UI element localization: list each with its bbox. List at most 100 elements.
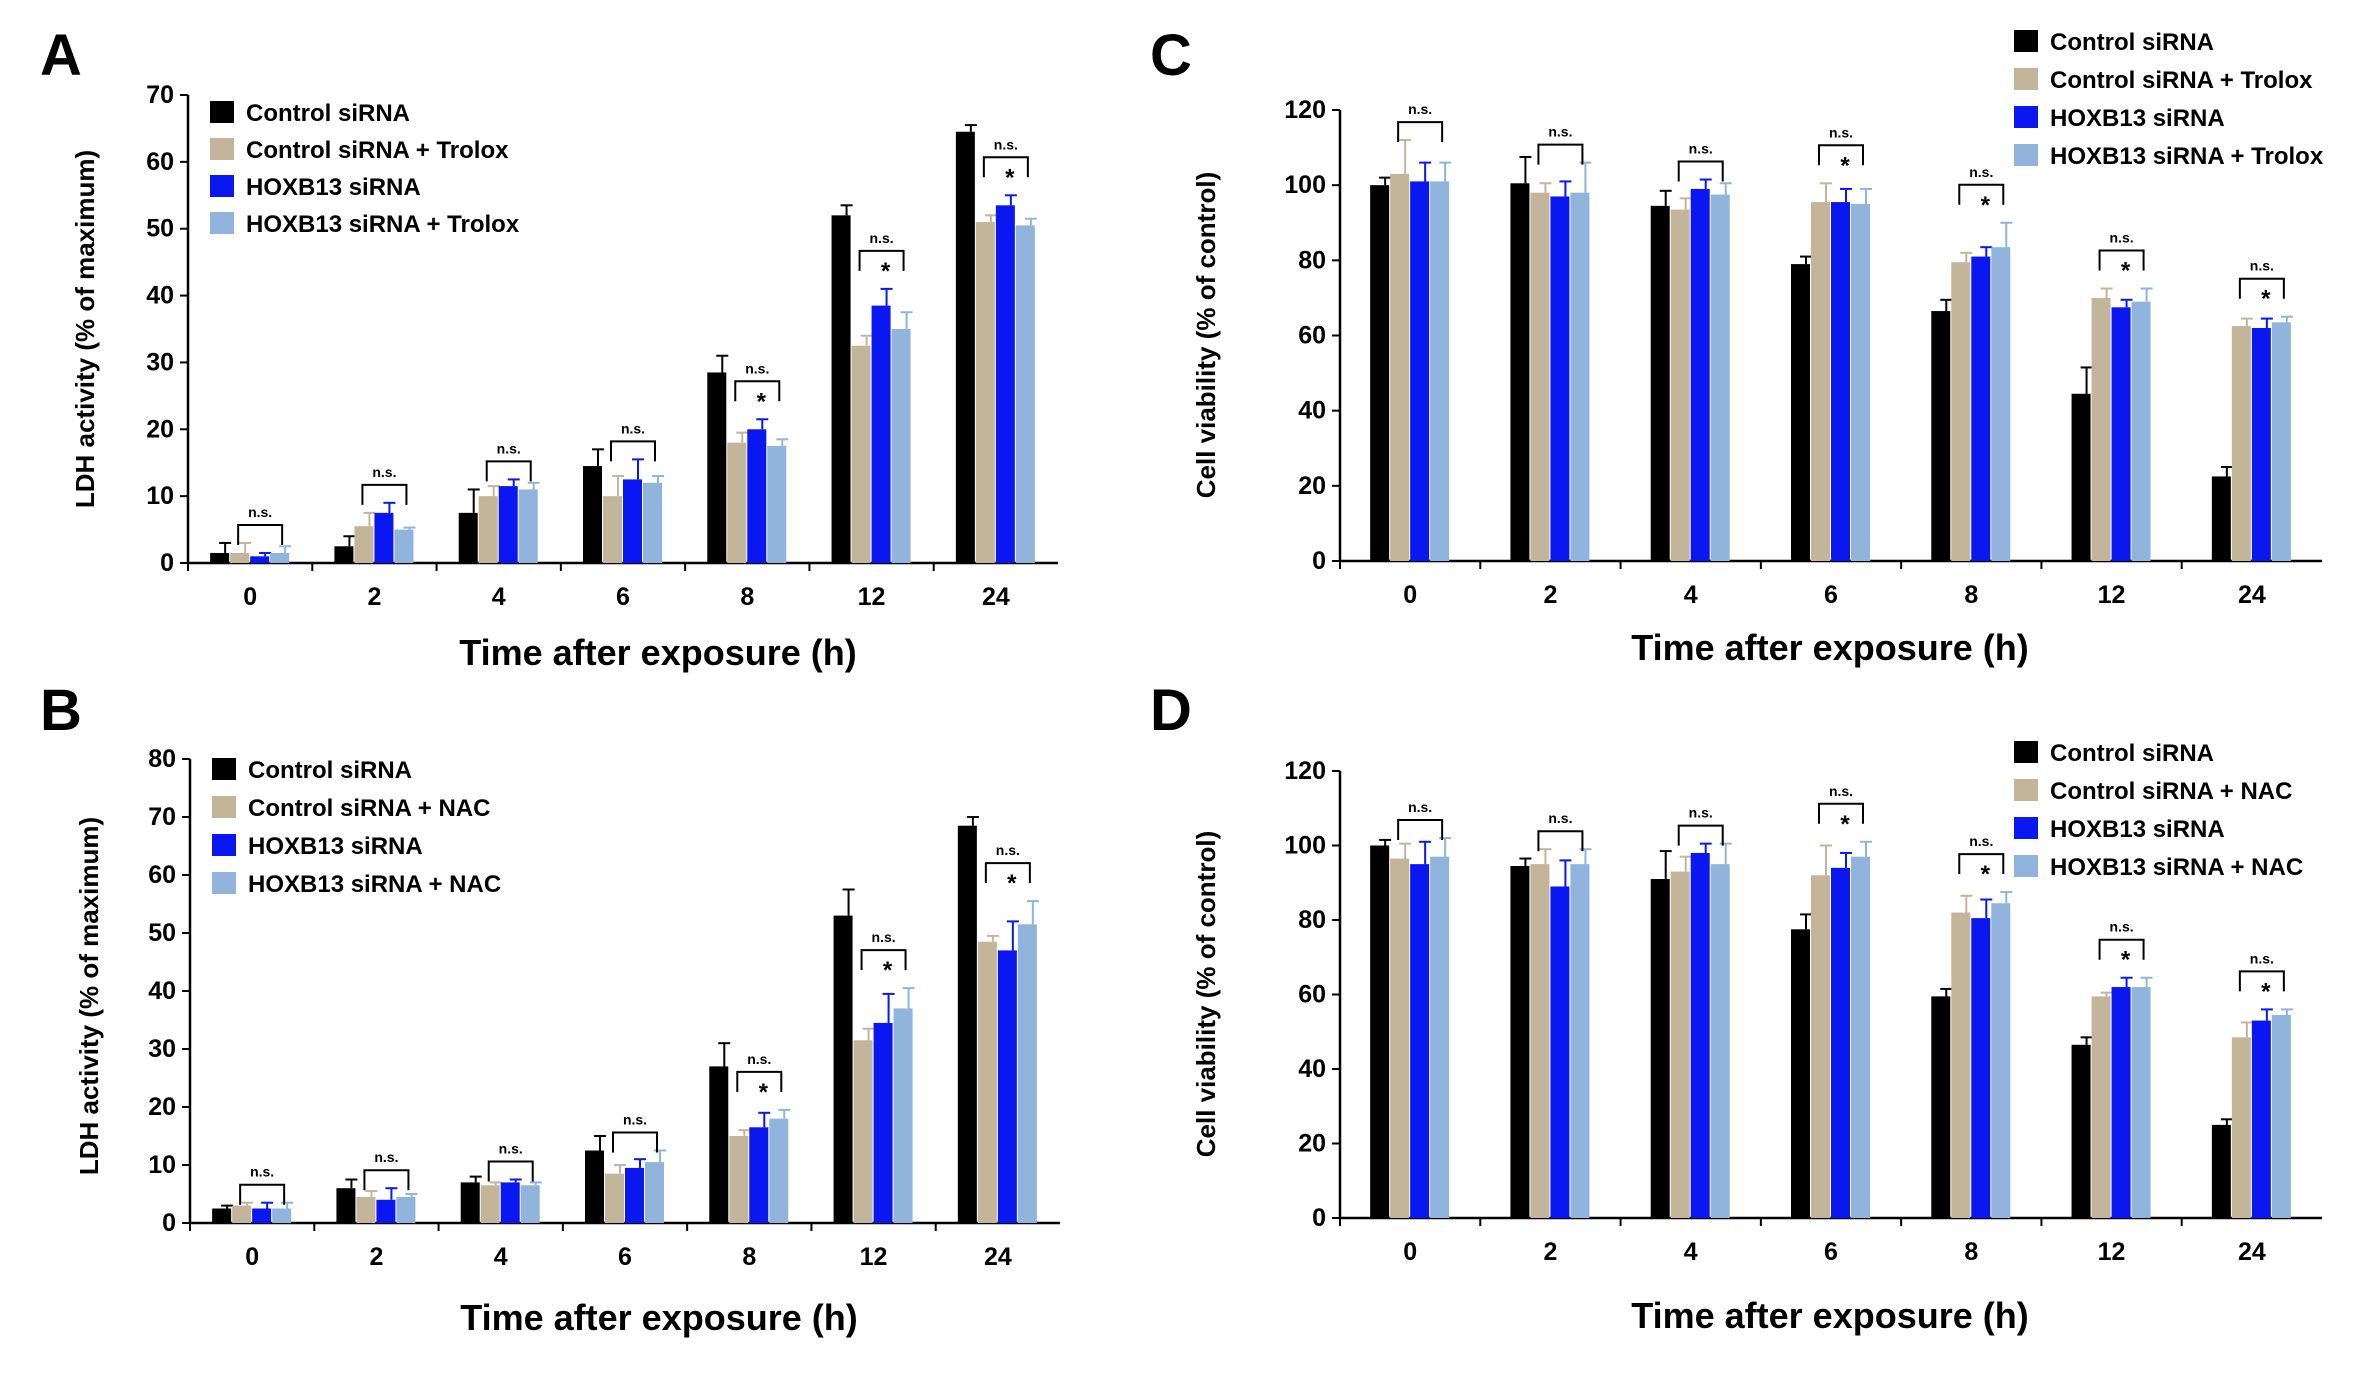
ns-label: n.s. <box>872 929 896 945</box>
bar <box>769 1118 789 1223</box>
legend-swatch <box>2014 779 2038 801</box>
ns-label: n.s. <box>1969 164 1993 180</box>
x-tick-label: 4 <box>1684 1238 1698 1266</box>
legend-swatch <box>210 212 234 234</box>
significance-bracket <box>1677 824 1724 846</box>
significance-bracket <box>1537 143 1584 165</box>
significance-star: * <box>881 258 891 285</box>
bar <box>957 825 977 1223</box>
bar <box>376 1199 396 1223</box>
x-tick-label: 6 <box>616 583 630 611</box>
legend-label: Control siRNA <box>246 100 410 127</box>
y-tick-label: 60 <box>146 148 174 176</box>
bar <box>212 1208 232 1223</box>
ns-label: n.s. <box>1829 124 1853 140</box>
y-axis-label: LDH activity (% of maximum) <box>74 817 104 1175</box>
bar <box>232 1205 252 1223</box>
y-axis-label: Cell viability (% of control) <box>1191 172 1221 498</box>
bar <box>893 1008 913 1223</box>
x-tick-label: 2 <box>1543 581 1557 609</box>
bar <box>1931 996 1951 1218</box>
y-axis-label: LDH activity (% of maximum) <box>70 150 100 508</box>
bar <box>623 479 642 563</box>
significance-star: * <box>1007 870 1017 897</box>
bar <box>2211 1124 2231 1218</box>
y-tick-label: 30 <box>148 1035 176 1063</box>
x-tick-label: 12 <box>2098 1238 2126 1266</box>
significance-bracket <box>1818 802 1864 824</box>
bar <box>1017 924 1037 1223</box>
panel-letter: D <box>1150 678 1192 743</box>
x-tick-label: 12 <box>2098 581 2126 609</box>
bar <box>1811 875 1830 1218</box>
y-tick-label: 80 <box>1298 906 1326 934</box>
x-axis-label: Time after exposure (h) <box>459 632 856 673</box>
bar <box>995 205 1015 564</box>
y-tick-label: 120 <box>1284 757 1326 785</box>
bar <box>955 131 975 563</box>
x-tick-label: 24 <box>2238 1238 2266 1266</box>
significance-bracket <box>237 523 284 545</box>
x-tick-label: 0 <box>1403 581 1417 609</box>
bar <box>1670 871 1690 1218</box>
significance-bracket <box>982 156 1029 178</box>
legend-swatch <box>2014 741 2038 763</box>
bar <box>394 529 414 563</box>
x-axis-label: Time after exposure (h) <box>460 1297 857 1338</box>
legend-label: Control siRNA + NAC <box>2050 778 2292 805</box>
significance-star: * <box>759 1079 769 1106</box>
bar <box>1690 188 1710 562</box>
ns-label: n.s. <box>497 440 521 456</box>
significance-star: * <box>2121 258 2131 285</box>
ns-label: n.s. <box>1408 799 1432 815</box>
bar <box>1971 918 1991 1218</box>
x-tick-label: 24 <box>2238 581 2266 609</box>
significance-star: * <box>1840 811 1850 838</box>
bar <box>1550 196 1570 562</box>
legend-label: HOXB13 siRNA <box>2050 105 2225 132</box>
bar <box>2251 1020 2271 1218</box>
panel-letter: A <box>40 23 82 88</box>
bar <box>583 466 602 563</box>
bar <box>1510 183 1530 561</box>
significance-star: * <box>757 388 767 415</box>
y-tick-label: 40 <box>146 282 174 310</box>
y-tick-label: 60 <box>148 861 176 889</box>
significance-star: * <box>2261 286 2271 313</box>
y-tick-label: 0 <box>160 549 174 577</box>
bar <box>1390 173 1410 561</box>
ns-label: n.s. <box>2110 919 2134 935</box>
ns-label: n.s. <box>1689 805 1713 821</box>
bar <box>518 489 538 563</box>
y-tick-label: 10 <box>146 482 174 510</box>
bar <box>250 556 270 563</box>
bar <box>1951 912 1971 1218</box>
panel-d: D 0 20 40 60 80 100 120 0 n.s. 2 n.s. 4 n.s. 6 n.s. * 8 n.… <box>1150 678 2322 1336</box>
ns-label: n.s. <box>248 504 272 520</box>
ns-label: n.s. <box>1548 124 1572 140</box>
bar <box>354 526 374 563</box>
bar <box>747 429 767 563</box>
legend-swatch <box>210 138 234 160</box>
ns-label: n.s. <box>1408 101 1432 117</box>
significance-bracket <box>2098 249 2145 271</box>
ns-label: n.s. <box>745 360 769 376</box>
significance-bracket <box>363 1169 410 1191</box>
x-axis-label: Time after exposure (h) <box>1631 627 2028 668</box>
bar <box>2271 322 2291 561</box>
bar <box>2071 393 2091 561</box>
y-axis-label: Cell viability (% of control) <box>1191 831 1221 1157</box>
ns-label: n.s. <box>1548 810 1572 826</box>
y-tick-label: 60 <box>1298 981 1326 1009</box>
ns-label: n.s. <box>2110 230 2134 246</box>
panel-letter: C <box>1150 23 1192 88</box>
x-tick-label: 8 <box>1964 581 1978 609</box>
ns-label: n.s. <box>2250 950 2274 966</box>
bar <box>603 496 622 563</box>
bar <box>1015 225 1035 563</box>
significance-star: * <box>1981 861 1991 888</box>
significance-star: * <box>2261 978 2271 1005</box>
significance-star: * <box>1840 152 1850 179</box>
bar <box>749 1127 769 1223</box>
x-tick-label: 6 <box>1824 581 1838 609</box>
